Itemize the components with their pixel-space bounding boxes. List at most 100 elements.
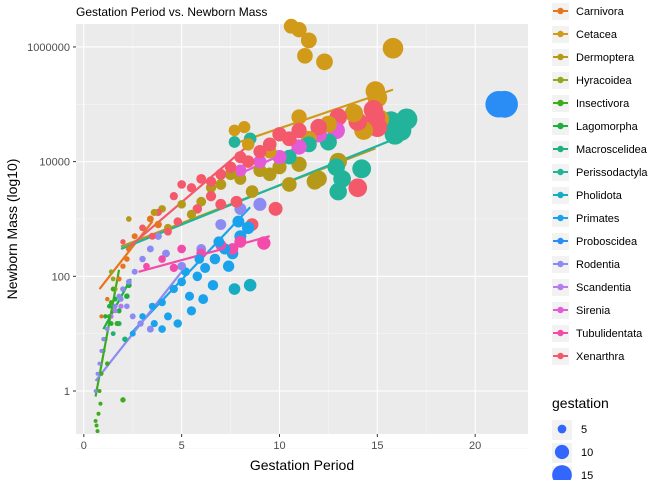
data-point (192, 271, 203, 282)
data-point (177, 199, 187, 209)
legend-key-point (557, 260, 564, 268)
legend-label: Lagomorpha (576, 121, 639, 133)
legend-label: Sirenia (576, 305, 611, 317)
data-point (114, 321, 120, 327)
data-point (268, 201, 283, 216)
data-point (120, 286, 126, 292)
data-point (108, 321, 114, 326)
data-point (143, 262, 150, 270)
data-point (169, 263, 178, 273)
data-point (177, 261, 187, 271)
fit-line (232, 88, 394, 146)
data-point (196, 173, 207, 184)
data-point (177, 180, 187, 189)
data-point (205, 190, 217, 202)
data-point (272, 160, 287, 175)
legend-key-point (557, 7, 564, 15)
data-point (224, 161, 237, 173)
data-point (272, 127, 287, 142)
data-point (215, 198, 227, 210)
data-point (177, 277, 187, 287)
data-point (241, 221, 255, 235)
data-point (129, 313, 136, 320)
y-tick-label: 100 (52, 271, 70, 283)
legend-label: Macroscelidea (576, 144, 648, 156)
data-point (125, 246, 132, 252)
data-point (120, 397, 126, 403)
data-point (169, 284, 178, 294)
data-point (164, 227, 172, 236)
data-point (291, 122, 307, 139)
data-point (226, 243, 239, 255)
data-point (228, 283, 241, 295)
data-point (253, 155, 267, 169)
data-point (95, 429, 100, 434)
legend-label: Proboscidea (576, 236, 638, 248)
data-point (213, 236, 225, 248)
size-legend-title: gestation (552, 395, 609, 411)
data-point (120, 263, 126, 269)
data-point (97, 361, 102, 366)
legend-key-point (557, 283, 564, 291)
x-tick-label: 0 (81, 440, 87, 452)
x-tick-label: 10 (273, 440, 285, 452)
data-point (194, 254, 205, 264)
legend-key-point (557, 145, 564, 153)
data-point (215, 219, 227, 230)
data-point (209, 253, 221, 265)
data-point (118, 303, 124, 309)
chart-title: Gestation Period vs. Newborn Mass (76, 5, 267, 19)
data-point (125, 278, 132, 285)
data-point (116, 308, 122, 314)
major-gridlines (76, 24, 528, 434)
data-point (108, 269, 114, 275)
legend-label: Hyracoidea (576, 75, 633, 87)
data-point (234, 164, 247, 177)
data-point (146, 245, 154, 253)
data-point (103, 314, 108, 319)
data-point (281, 149, 297, 165)
data-point (253, 144, 267, 159)
legend-key-point (557, 214, 564, 222)
data-point (169, 192, 178, 201)
data-point (124, 256, 130, 262)
data-point (120, 239, 126, 245)
data-point (207, 279, 219, 291)
data-point (125, 216, 132, 222)
data-point (108, 300, 114, 305)
data-point (105, 326, 110, 332)
data-point (177, 244, 187, 254)
data-point (112, 296, 118, 302)
legend-label: Dermoptera (576, 52, 635, 64)
size-legend-label: 15 (581, 470, 593, 480)
data-point (164, 312, 172, 321)
data-point (116, 276, 122, 282)
y-tick-label: 10000 (39, 157, 70, 169)
data-point (162, 249, 170, 258)
data-point (158, 298, 166, 307)
data-point (129, 330, 136, 337)
legend-key-point (557, 237, 564, 245)
data-point (262, 137, 277, 152)
fit-line (98, 220, 154, 290)
axes: 0 5 10 15 20 1 100 10000 1000000 (27, 42, 481, 452)
data-point (148, 232, 156, 240)
data-point (316, 53, 333, 71)
data-point (106, 303, 112, 309)
legend-key-point (557, 168, 564, 176)
size-legend-point (557, 424, 567, 434)
data-point (150, 319, 158, 328)
data-points (93, 18, 518, 434)
data-point (200, 262, 211, 273)
legend-key-point (557, 329, 564, 337)
data-point (122, 336, 128, 342)
data-point (215, 168, 227, 180)
data-point (198, 294, 209, 305)
x-tick-label: 15 (371, 440, 383, 452)
legend-label: Insectivora (576, 98, 630, 110)
data-point (245, 185, 259, 198)
legend-label: Rodentia (576, 259, 621, 271)
data-point (241, 138, 255, 151)
data-point (110, 276, 116, 282)
data-point (110, 331, 116, 337)
